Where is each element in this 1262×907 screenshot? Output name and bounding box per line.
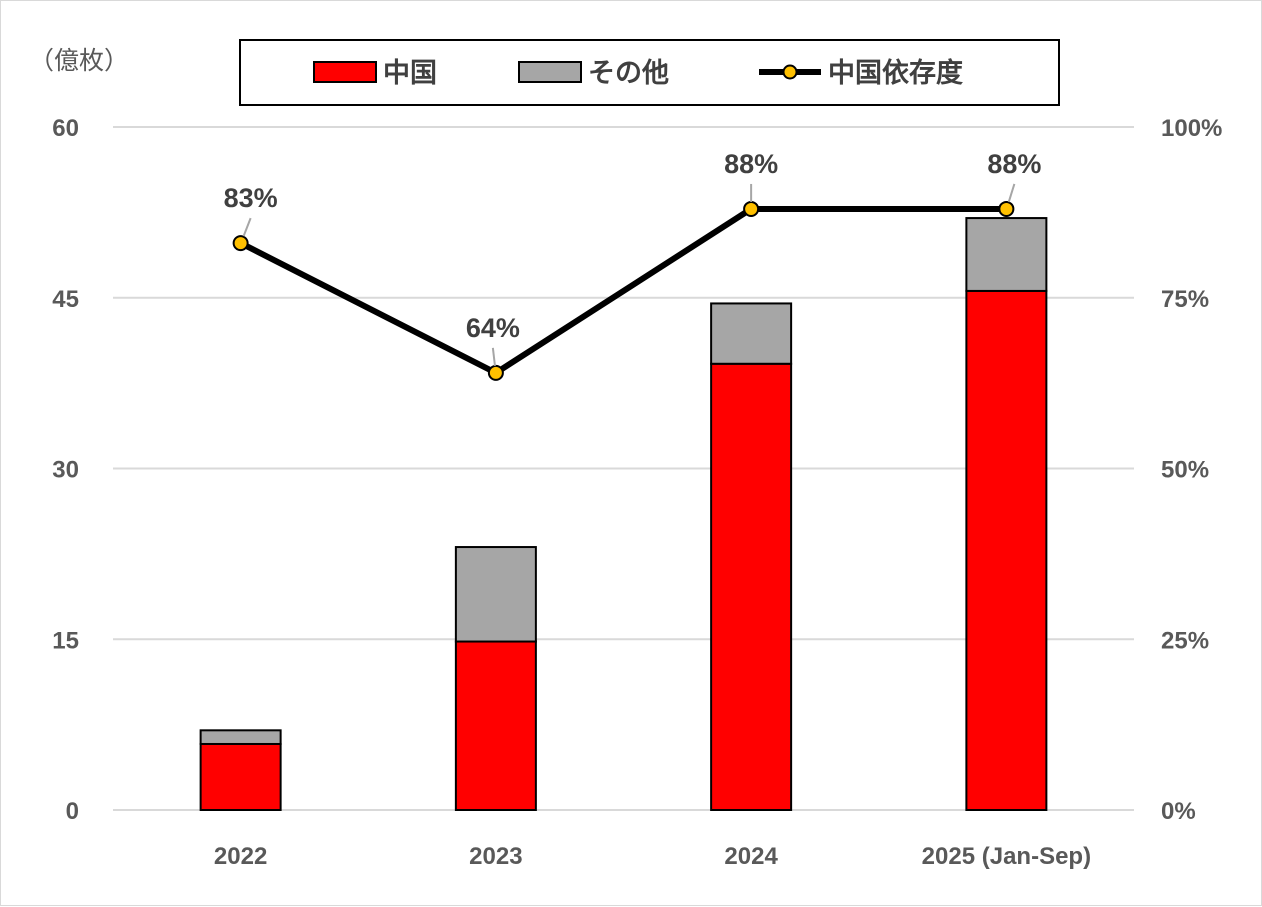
gridlines	[113, 126, 1134, 811]
y-left-tick-label: 0	[66, 798, 79, 825]
y-right-tick-label: 50%	[1161, 457, 1209, 484]
legend-label-dependency: 中国依存度	[828, 57, 963, 89]
left-axis: 0 15 30 45 60	[52, 115, 79, 825]
y-right-tick-label: 0%	[1161, 798, 1196, 825]
dependency-data-label: 88%	[724, 149, 778, 179]
x-tick-label: 2022	[214, 843, 267, 870]
dependency-line	[232, 200, 1015, 381]
y-left-tick-label: 15	[52, 627, 79, 654]
dependency-data-label: 83%	[224, 183, 278, 213]
y-left-tick-label: 60	[52, 115, 79, 142]
dependency-data-label: 64%	[466, 313, 520, 343]
bar-other	[199, 729, 282, 745]
legend-swatch-china	[313, 61, 377, 83]
dependency-marker	[743, 200, 760, 217]
legend-marker-dependency	[782, 64, 798, 80]
data-labels: 83% 64% 88% 88%	[224, 149, 1041, 366]
legend: 中国 その他 中国依存度	[239, 39, 1060, 106]
x-tick-label: 2024	[724, 843, 778, 870]
dependency-marker	[998, 200, 1015, 217]
bar-china	[710, 362, 793, 811]
y-right-tick-label: 100%	[1161, 115, 1222, 142]
bar-other	[710, 302, 793, 365]
x-tick-label: 2023	[469, 843, 522, 870]
unit-label: （億枚）	[29, 46, 129, 75]
dependency-data-label: 88%	[987, 149, 1041, 179]
label-leader-line	[491, 347, 496, 366]
bar-china	[965, 289, 1048, 812]
label-leader-line	[242, 217, 252, 237]
bar-china	[199, 742, 282, 812]
bar-china	[454, 640, 537, 811]
y-left-tick-label: 30	[52, 457, 79, 484]
legend-swatch-other	[518, 61, 582, 83]
bar-other	[454, 546, 537, 643]
y-right-tick-label: 25%	[1161, 627, 1209, 654]
y-left-tick-label: 45	[52, 286, 79, 313]
dependency-line-path	[239, 205, 1007, 376]
dependency-marker	[487, 364, 504, 381]
bar-other	[965, 217, 1048, 292]
label-leader-line	[1007, 183, 1016, 203]
y-right-tick-label: 75%	[1161, 286, 1209, 313]
dependency-marker	[232, 235, 249, 252]
legend-label-china: 中国	[383, 58, 437, 89]
right-axis: 0% 25% 50% 75% 100%	[1161, 115, 1222, 825]
x-tick-label: 2025 (Jan-Sep)	[922, 843, 1091, 870]
x-axis: 2022 2023 2024 2025 (Jan-Sep)	[214, 843, 1091, 870]
bars	[199, 217, 1048, 812]
legend-label-other: その他	[588, 58, 669, 89]
